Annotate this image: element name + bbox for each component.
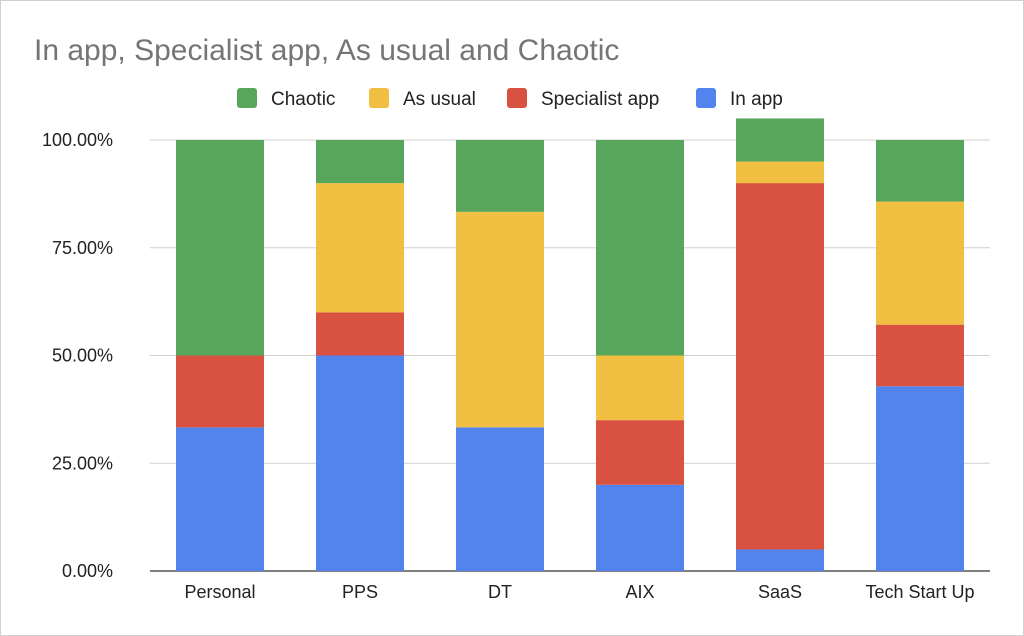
bar-chaotic	[456, 140, 544, 212]
x-tick-label: AIX	[625, 582, 654, 602]
bar-chaotic	[736, 118, 824, 162]
bar-specialist-app	[736, 183, 824, 550]
y-axis: 0.00% 25.00% 50.00% 75.00% 100.00%	[42, 130, 113, 581]
bar-in-app	[456, 427, 544, 571]
legend: Chaotic As usual Specialist app In app	[237, 88, 783, 110]
grid	[150, 139, 990, 572]
legend-item: As usual	[369, 88, 476, 110]
bar-as-usual	[876, 201, 964, 325]
bar-in-app	[736, 549, 824, 571]
bar-chaotic	[176, 140, 264, 356]
legend-item: Specialist app	[507, 88, 659, 110]
bar-chaotic	[876, 140, 964, 202]
bar-in-app	[316, 355, 404, 571]
legend-swatch	[507, 88, 527, 108]
legend-item: Chaotic	[237, 88, 335, 110]
x-tick-label: SaaS	[758, 582, 802, 602]
bar-as-usual	[316, 183, 404, 313]
x-tick-label: DT	[488, 582, 512, 602]
legend-swatch	[696, 88, 716, 108]
chart-title: In app, Specialist app, As usual and Cha…	[34, 34, 619, 67]
x-tick-label: Tech Start Up	[865, 582, 974, 602]
x-tick-label: Personal	[184, 582, 255, 602]
bar-as-usual	[736, 161, 824, 184]
legend-swatch	[237, 88, 257, 108]
y-tick-label: 0.00%	[62, 561, 113, 581]
bar-specialist-app	[596, 420, 684, 485]
bar-specialist-app	[176, 355, 264, 428]
bar-in-app	[176, 427, 264, 571]
bar-chaotic	[596, 140, 684, 356]
bars	[176, 118, 964, 571]
x-axis: Personal PPS DT AIX SaaS Tech Start Up	[184, 582, 974, 602]
x-tick-label: PPS	[342, 582, 378, 602]
legend-item: In app	[696, 88, 783, 110]
y-tick-label: 50.00%	[52, 346, 113, 366]
bar-specialist-app	[876, 324, 964, 387]
bar-as-usual	[596, 355, 684, 421]
legend-label: Chaotic	[271, 89, 335, 110]
y-tick-label: 25.00%	[52, 453, 113, 473]
legend-label: Specialist app	[541, 89, 659, 110]
y-tick-label: 100.00%	[42, 130, 113, 150]
bar-in-app	[876, 386, 964, 571]
bar-in-app	[596, 484, 684, 571]
legend-label: In app	[730, 89, 783, 110]
legend-swatch	[369, 88, 389, 108]
bar-chaotic	[316, 140, 404, 184]
y-tick-label: 75.00%	[52, 238, 113, 258]
bar-as-usual	[456, 211, 544, 428]
legend-label: As usual	[403, 89, 476, 110]
bar-specialist-app	[316, 312, 404, 356]
